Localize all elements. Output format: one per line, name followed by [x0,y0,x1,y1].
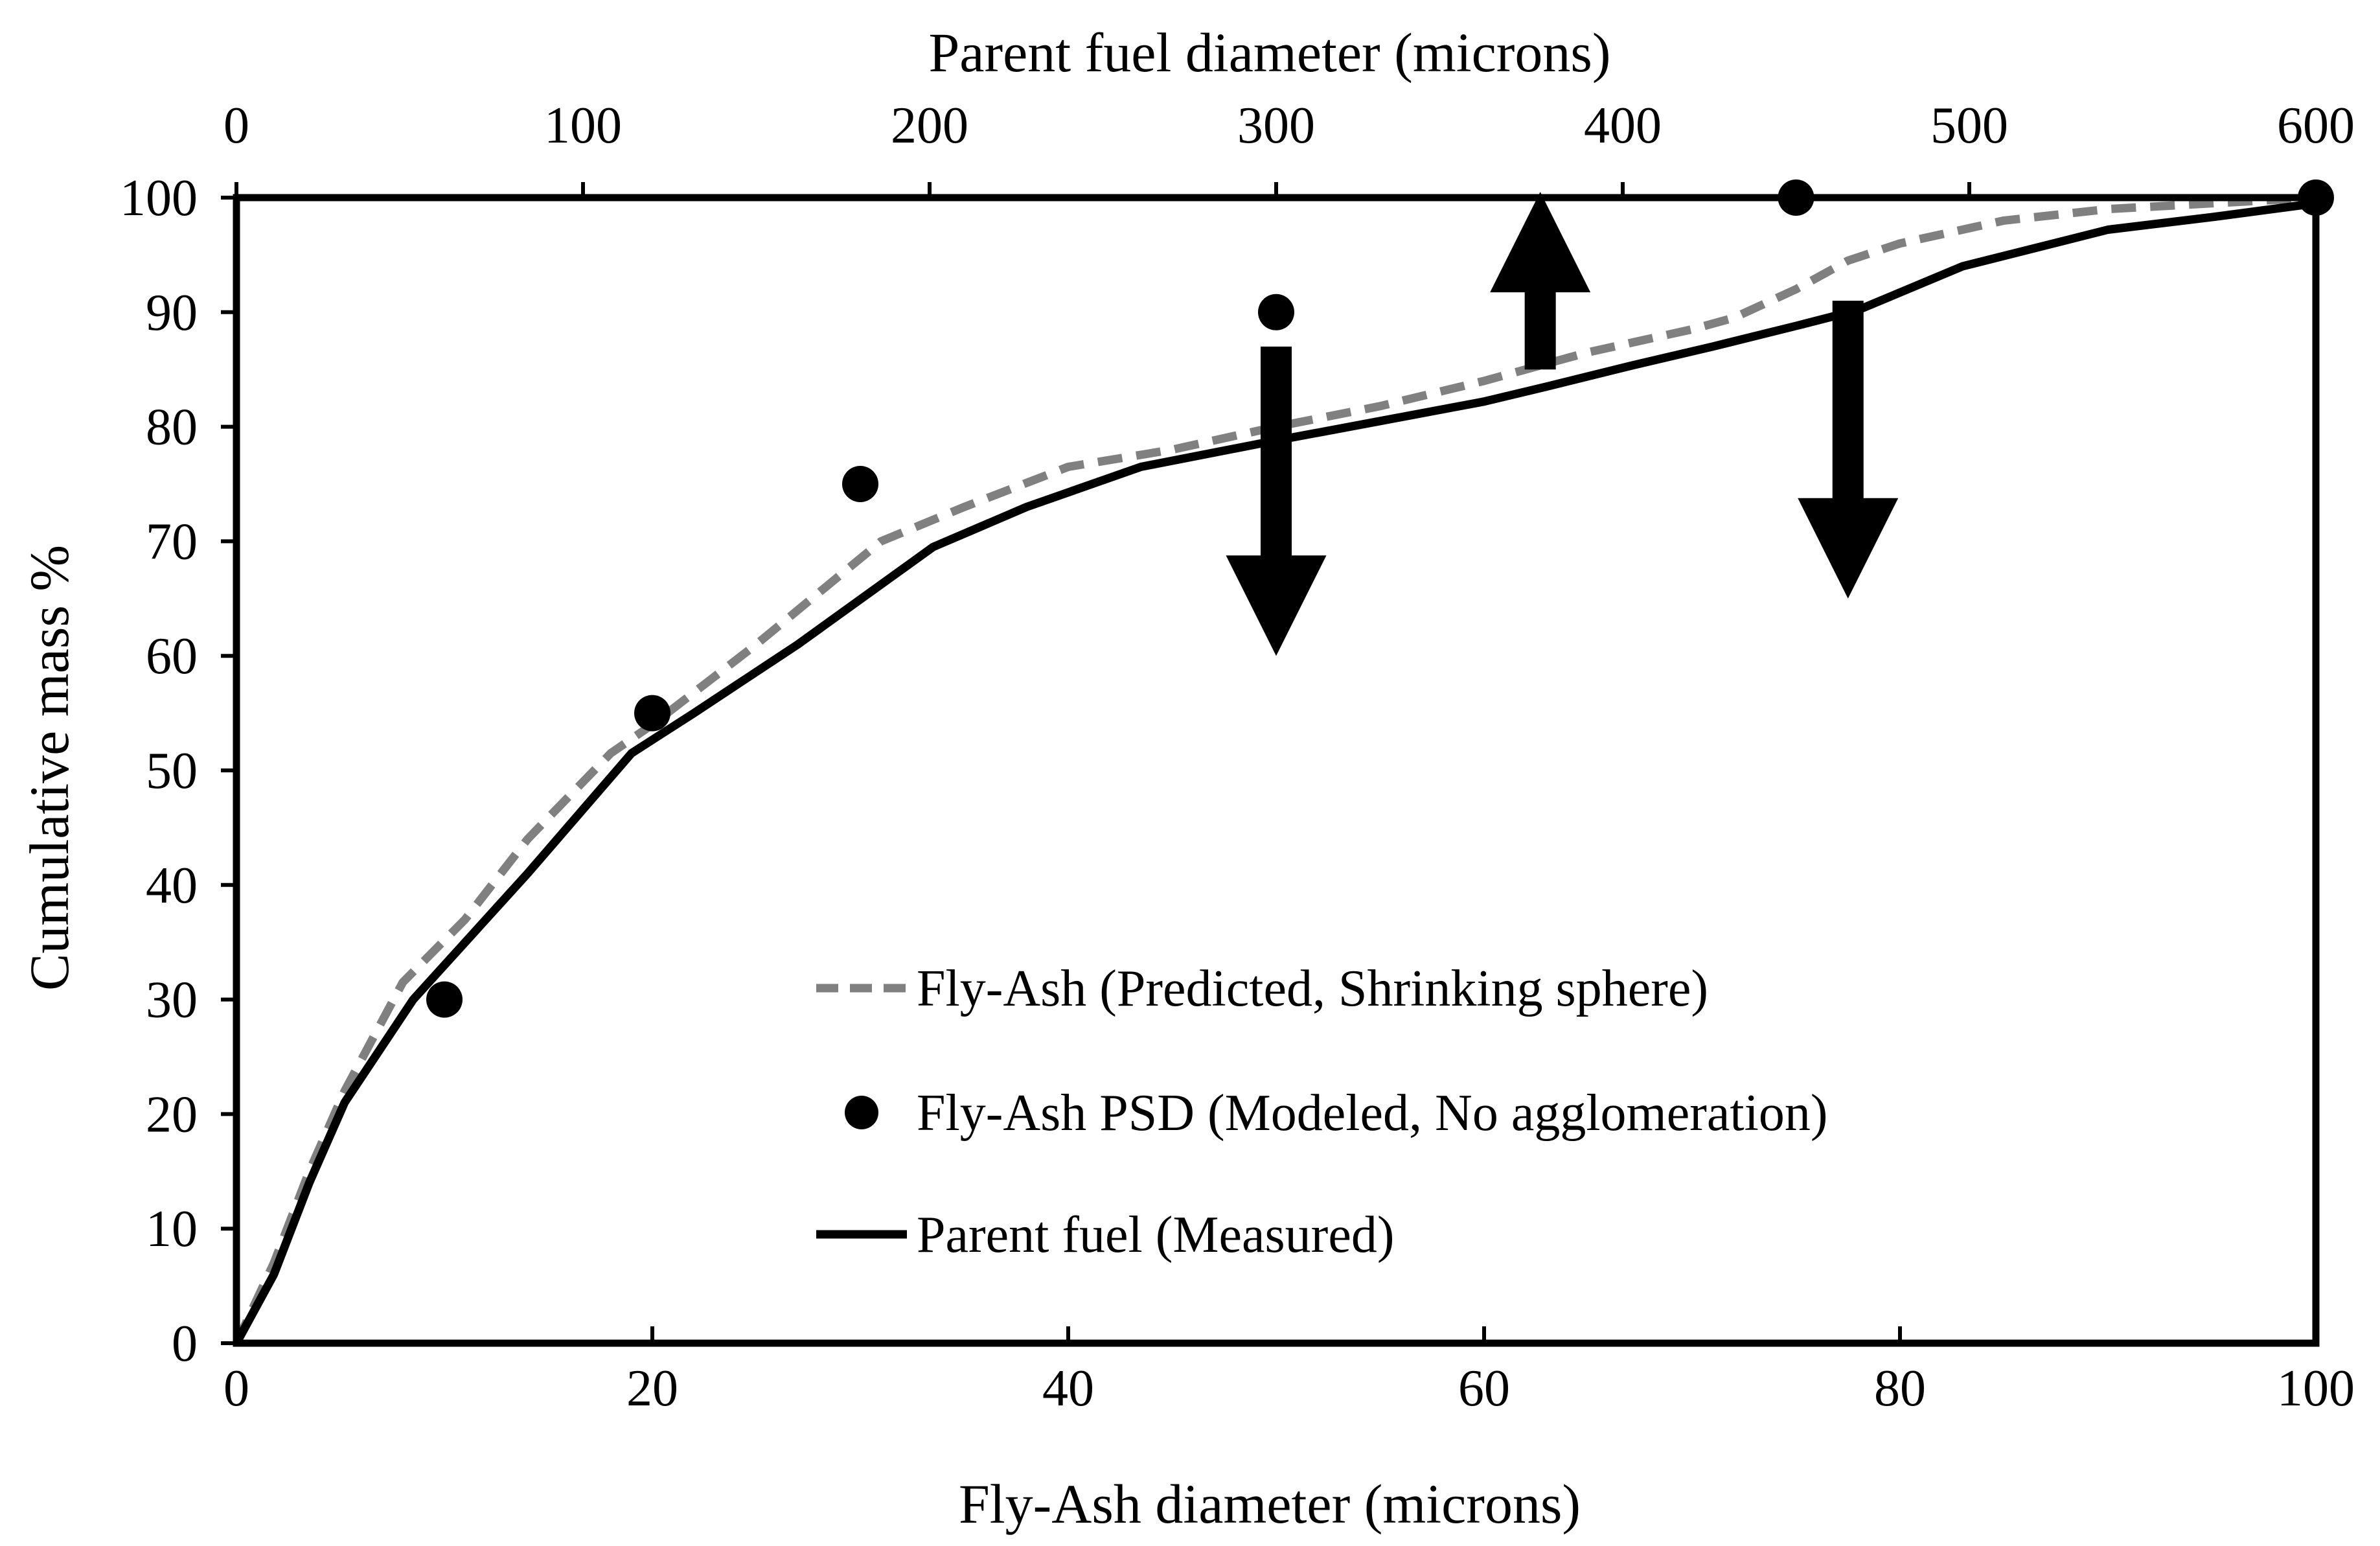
x-tick-label: 20 [626,1360,678,1417]
legend-label: Parent fuel (Measured) [917,1206,1394,1263]
arrow-down-icon [1226,346,1327,656]
y-tick-label: 100 [120,170,198,227]
psd-data-point [842,466,878,502]
y-tick-label: 70 [146,513,198,570]
top-axis-title: Parent fuel diameter (microns) [928,21,1610,84]
y-axis-title: Cumulative mass % [18,545,80,991]
bottom-axis-title: Fly-Ash diameter (microns) [959,1473,1581,1535]
x-tick-label: 80 [1874,1360,1926,1417]
arrow-up-icon [1490,192,1591,370]
plot-border [233,194,2320,1347]
y-tick-label: 80 [146,399,198,456]
legend-label: Fly-Ash (Predicted, Shrinking sphere) [917,960,1708,1017]
y-tick-label: 40 [146,857,198,914]
psd-data-point [426,981,463,1018]
psd-data-point [1258,294,1294,330]
x2-tick-label: 400 [1584,97,1662,154]
y-tick-label: 90 [146,284,198,341]
arrow-down-icon [1798,301,1899,599]
x2-tick-label: 0 [223,97,249,154]
psd-data-point [634,695,670,732]
legend-marker-dot [845,1096,878,1129]
x2-tick-label: 600 [2277,97,2355,154]
x2-tick-label: 300 [1237,97,1315,154]
y-tick-label: 0 [172,1315,198,1372]
x2-tick-label: 100 [544,97,622,154]
x2-tick-label: 500 [1930,97,2008,154]
legend-label: Fly-Ash PSD (Modeled, No agglomeration) [917,1085,1828,1142]
x-tick-label: 0 [223,1360,249,1417]
x-tick-label: 60 [1458,1360,1510,1417]
y-tick-label: 20 [146,1086,198,1143]
legend: Fly-Ash (Predicted, Shrinking sphere) Fly… [816,960,1828,1263]
y-tick-label: 50 [146,743,198,800]
arrow-layer [1226,192,1899,656]
predicted-series-line [233,193,2317,1345]
tick-layer: 0 20 40 60 80 100 0 100 200 300 400 500 600 0 10 20 30 40… [120,97,2355,1417]
y-tick-label: 10 [146,1201,198,1258]
x-tick-label: 40 [1042,1360,1094,1417]
plot-frame [233,194,2320,1347]
x-tick-label: 100 [2277,1360,2355,1417]
y-tick-label: 60 [146,628,198,685]
x2-tick-label: 200 [891,97,968,154]
y-tick-label: 30 [146,972,198,1029]
